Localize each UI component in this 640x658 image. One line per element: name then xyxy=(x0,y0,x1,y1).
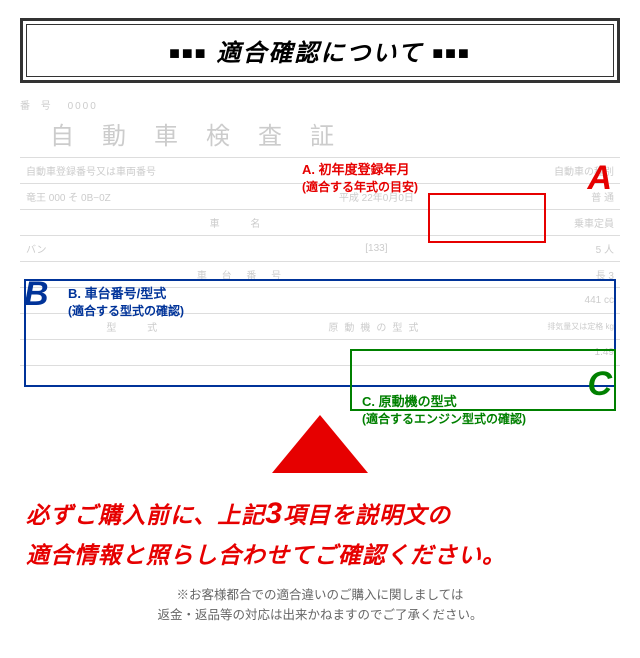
certificate-area: 番 号 0000 自動車検査証 自動車登録番号又は車両番号 自動車の種別 竜王 … xyxy=(20,97,620,407)
certificate-title: 自動車検査証 xyxy=(50,116,620,151)
up-arrow-icon xyxy=(272,415,368,473)
footer-note: ※お客様都合での適合違いのご購入に関しましては 返金・返品等の対応は出来かねます… xyxy=(26,585,614,625)
warn-1a: 必ずご購入前に、上記 xyxy=(26,502,265,528)
note-line2: 返金・返品等の対応は出来かねますのでご了承ください。 xyxy=(26,605,614,625)
warning-text: 必ずご購入前に、上記3項目を説明文の 適合情報と照らし合わせてご確認ください。 xyxy=(26,491,614,573)
marker-letter-a: A xyxy=(587,159,612,198)
annotation-b-label: B. 車台番号/型式 xyxy=(68,285,184,303)
highlight-box-a xyxy=(428,193,546,243)
warn-1b: 3 xyxy=(265,497,283,530)
warn-2: 適合情報と照らし合わせてご確認ください。 xyxy=(26,542,506,568)
annotation-a-sub: (適合する年式の目安) xyxy=(302,179,418,196)
annotation-c: C. 原動機の型式 (適合するエンジン型式の確認) xyxy=(362,393,526,428)
header-squares-right: ■■■ xyxy=(432,43,471,64)
serial-value: 0000 xyxy=(68,101,98,112)
annotation-b-sub: (適合する型式の確認) xyxy=(68,303,184,320)
annotation-b: B. 車台番号/型式 (適合する型式の確認) xyxy=(68,285,184,320)
annotation-a-label: A. 初年度登録年月 xyxy=(302,161,418,179)
note-line1: ※お客様都合での適合違いのご購入に関しましては xyxy=(26,585,614,605)
header-squares-left: ■■■ xyxy=(169,43,208,64)
serial-row: 番 号 0000 xyxy=(20,97,620,112)
header-title-row: ■■■ 適合確認について ■■■ xyxy=(26,24,614,77)
header-title: 適合確認について xyxy=(216,40,423,67)
warn-1c: 項目を説明文の xyxy=(283,502,451,528)
cell-value: バン xyxy=(20,238,258,259)
serial-label: 番 号 xyxy=(20,101,55,112)
cell-label: 車 名 xyxy=(20,212,464,233)
header-frame: ■■■ 適合確認について ■■■ xyxy=(20,18,620,83)
marker-letter-b: B xyxy=(24,275,49,314)
annotation-c-label: C. 原動機の型式 xyxy=(362,393,526,411)
annotation-c-sub: (適合するエンジン型式の確認) xyxy=(362,411,526,428)
marker-letter-c: C xyxy=(587,365,612,404)
cell-value: 竜王 000 そ 0B−0Z xyxy=(20,186,258,207)
annotation-a: A. 初年度登録年月 (適合する年式の目安) xyxy=(302,161,418,196)
